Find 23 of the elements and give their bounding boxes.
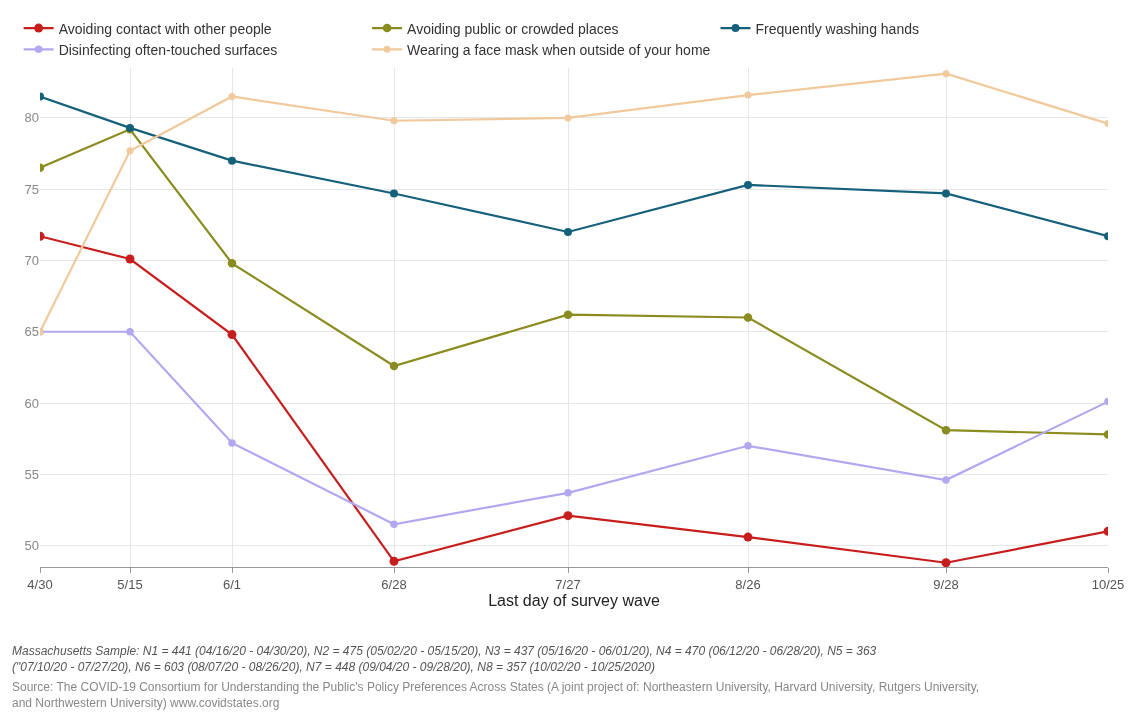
x-tick-label: 5/15 (117, 576, 143, 592)
y-tick-label: 65 (24, 324, 39, 340)
y-tick-label: 75 (24, 181, 39, 197)
x-tick-label: 8/26 (735, 576, 761, 592)
source-note: Source: The COVID-19 Consortium for Understanding the Public's Policy Preferences Across States (A joint project of: Northeastern University, Harvard University, Rutgers University, and Northwestern University) www.covidstates.org (12, 680, 980, 710)
legend-label: Disinfecting often-touched surfaces (58, 41, 278, 58)
x-tick-label: 6/28 (381, 576, 407, 592)
y-tick-label: 55 (24, 466, 39, 482)
y-tick-label: 50 (24, 538, 39, 554)
x-tick-label: 10/25 (1091, 576, 1125, 592)
x-tick-label: 7/27 (555, 576, 581, 592)
legend-label: Wearing a face mask when outside of your home (407, 41, 711, 58)
text: Massachusetts Sample: N1 = 441 (04/16/20 - 04/30/20), N2 = 475 (05/02/20 - 05/15/20), N3 = 437 (05/16/20 - 06/01/20), N4 = 470 (06/12/20 - 06/28/20), N5 = 363 ("07/10/20 - 07/27/20), N6 = 603 (08/07/20 - 08/26/20), N7 = 448 (09/04/20 - 09/28/20), N8 = 357 (10/02/20 - 10/25/2020) (12, 644, 877, 674)
legend-label: Avoiding public or crowded places (407, 20, 619, 37)
y-tick-label: 60 (24, 395, 39, 411)
y-tick-label: 70 (24, 253, 39, 269)
x-tick-label: 9/28 (933, 576, 959, 592)
y-tick-label: 80 (24, 110, 39, 126)
legend-label: Avoiding contact with other people (58, 20, 272, 37)
x-tick-label: 4/30 (27, 576, 53, 592)
x-tick-label: 6/1 (222, 576, 242, 592)
x-axis-title: Last day of survey wave (488, 592, 660, 610)
legend-label: Frequently washing hands (755, 20, 919, 37)
